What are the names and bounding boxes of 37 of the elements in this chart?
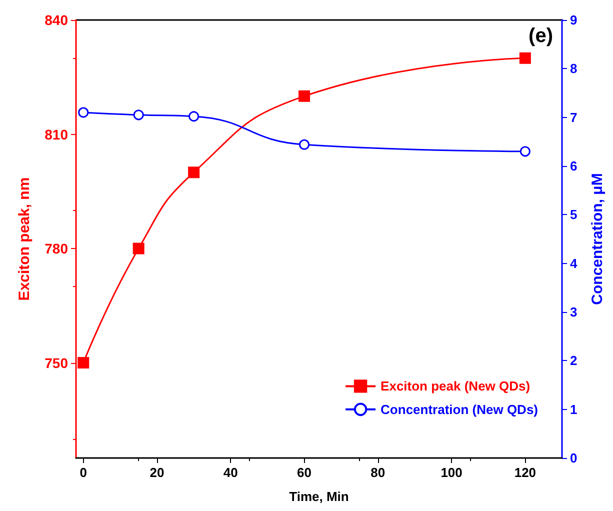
x-tick-label: 100 xyxy=(440,465,462,480)
y2-tick-label: 9 xyxy=(570,12,578,28)
y2-axis-title: Concentration, μM xyxy=(589,173,606,305)
y2-tick-label: 3 xyxy=(570,304,578,320)
point xyxy=(299,139,310,150)
y-axis-title: Exciton peak, nm xyxy=(16,177,33,301)
y-tick-label: 840 xyxy=(44,12,68,28)
point xyxy=(188,166,200,178)
point xyxy=(132,242,144,254)
x-tick-label: 20 xyxy=(150,465,164,480)
y2-tick-label: 2 xyxy=(570,353,578,368)
point xyxy=(78,107,89,118)
x-tick-label: 120 xyxy=(514,465,536,480)
x-tick-label: 80 xyxy=(370,465,386,480)
y2-tick-label: 5 xyxy=(570,207,578,222)
y2-tick-label: 7 xyxy=(570,110,578,125)
y2-tick-label: 8 xyxy=(570,61,578,76)
point xyxy=(78,357,90,369)
point xyxy=(520,146,530,157)
point xyxy=(133,110,144,120)
point xyxy=(519,52,531,64)
y-tick-label: 750 xyxy=(44,354,68,371)
y2-tick-label: 1 xyxy=(570,402,578,417)
point xyxy=(298,90,310,102)
x-tick-label: 40 xyxy=(223,465,238,480)
point xyxy=(188,111,200,122)
y-tick-label: 780 xyxy=(44,240,68,257)
x-tick-label: 60 xyxy=(297,465,312,480)
y-tick-label: 810 xyxy=(44,126,68,142)
y2-tick-label: 0 xyxy=(570,450,578,466)
legend-label: Exciton peak (New QDs) xyxy=(380,378,530,394)
legend-label: Concentration (New QDs) xyxy=(380,402,538,417)
x-axis-title: Time, Min xyxy=(289,489,349,504)
y2-tick-label: 6 xyxy=(570,158,578,174)
y2-tick-label: 4 xyxy=(570,256,578,271)
annotation: (e) xyxy=(528,25,554,47)
x-tick-label: 0 xyxy=(80,465,87,480)
